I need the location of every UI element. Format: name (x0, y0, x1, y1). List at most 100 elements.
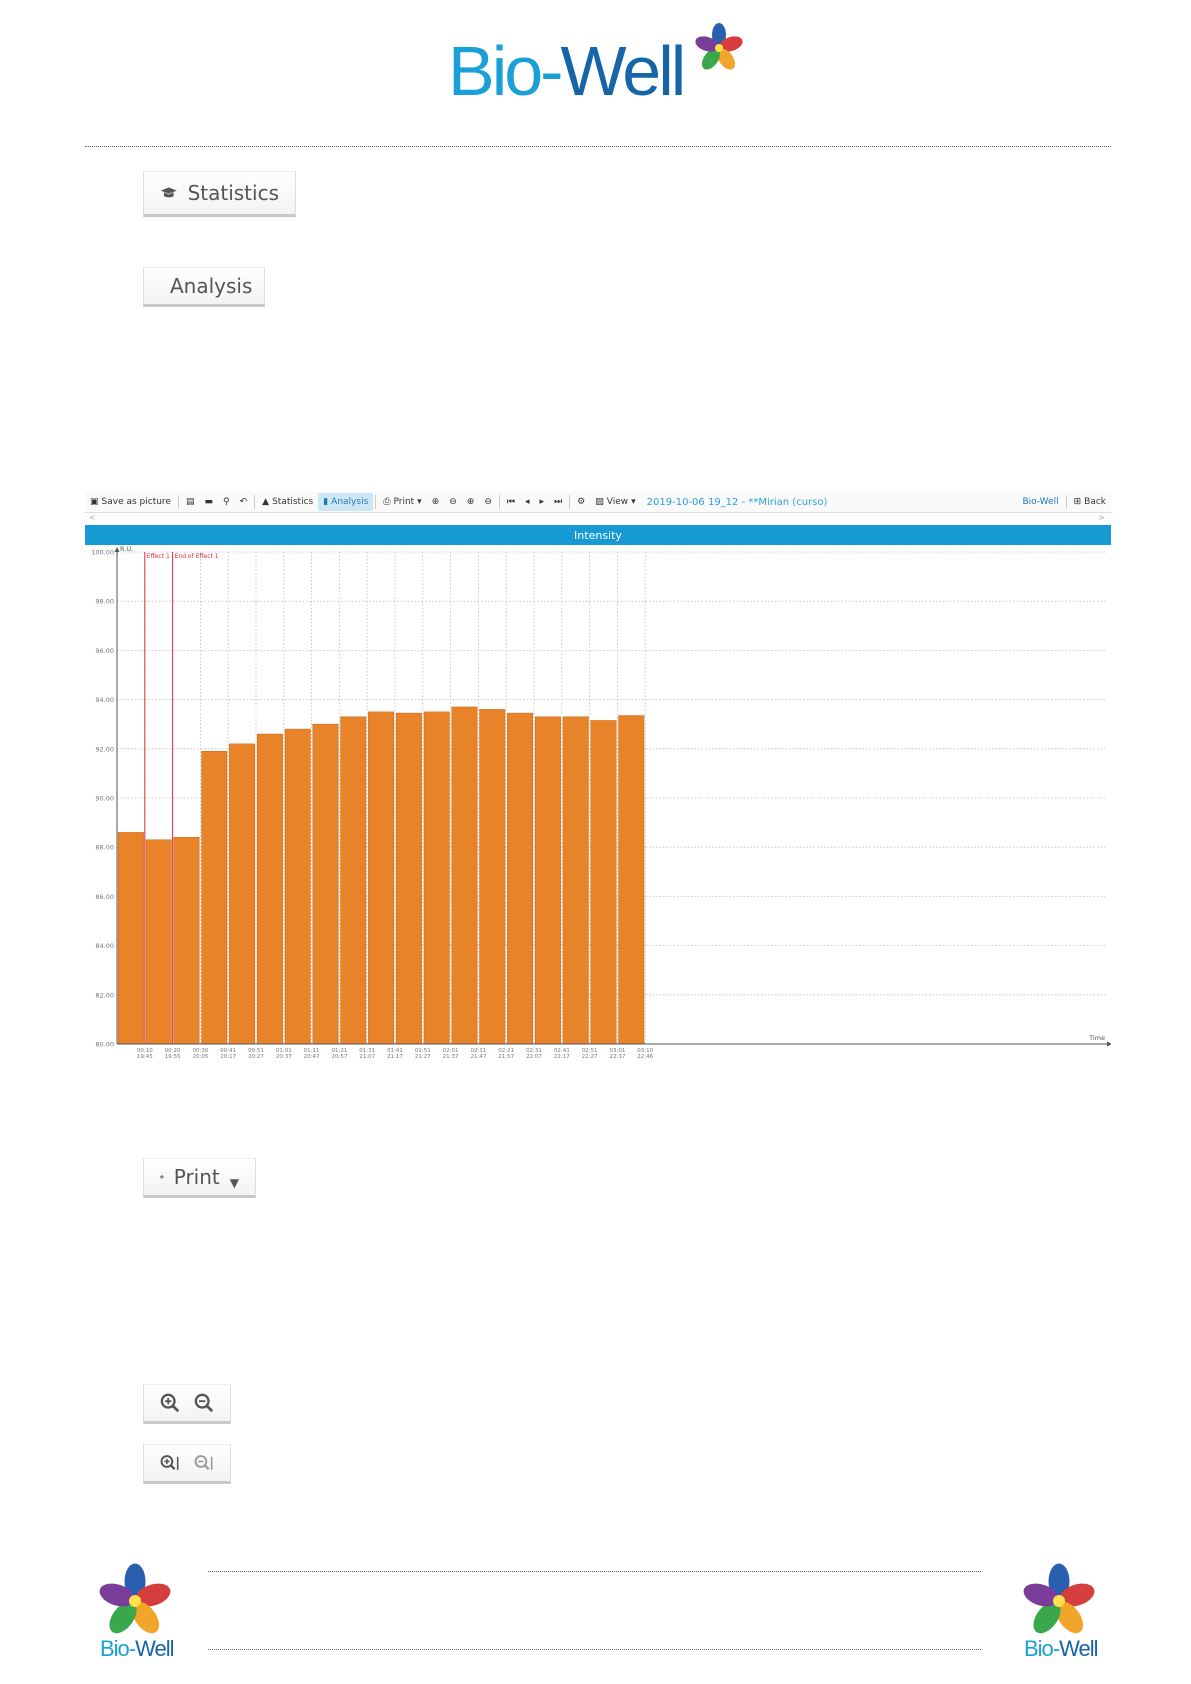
toolbar-separator (498, 495, 500, 509)
x-tick-label: 19:45 (137, 1054, 153, 1060)
y-tick-label: 90.00 (95, 795, 114, 803)
intensity-chart: 80.00 82.00 84.00 86.00 88.00 90.00 92.00 94.00… (91, 546, 1111, 1060)
zoom-out-vertical-button[interactable]: ⊖ (479, 493, 497, 511)
next-button[interactable]: ▸ (535, 493, 550, 511)
comment-button[interactable]: ▬ (199, 493, 218, 511)
footer-well-left: Well (135, 1636, 174, 1661)
x-tick-label: 02:51 (582, 1048, 598, 1054)
toolbar-separator (375, 495, 377, 509)
x-tick-label: 00:30 (192, 1048, 208, 1054)
footer-divider-bottom (208, 1649, 981, 1650)
previous-button[interactable]: ◂ (520, 493, 535, 511)
x-tick-label: 01:51 (415, 1048, 431, 1054)
toolbar-analysis-button[interactable]: ▮ Analysis (318, 493, 374, 511)
x-tick-label: 22:46 (637, 1054, 653, 1060)
x-tick-label: 01:21 (331, 1048, 347, 1054)
scroll-right-arrow[interactable]: > (1098, 513, 1105, 522)
x-tick-label: 00:51 (248, 1048, 264, 1054)
y-tick-label: 96.00 (95, 647, 114, 655)
toolbar-right: Bio-Well ⊞ Back (1017, 493, 1111, 511)
logo-wordmark: Bio-Well (448, 36, 686, 106)
bar (534, 716, 561, 1045)
y-tick-label: 92.00 (95, 745, 114, 753)
y-tick-label: 98.00 (95, 598, 114, 606)
zoom-out-vertical-icon[interactable] (194, 1452, 214, 1474)
footer-bio-right: Bio- (1024, 1636, 1060, 1661)
x-tick-label: 21:37 (443, 1054, 459, 1060)
x-tick-label: 21:57 (498, 1054, 514, 1060)
view-label: View (606, 497, 629, 507)
printer-icon (160, 1175, 164, 1179)
undo-button[interactable]: ↶ (235, 493, 253, 511)
y-axis-arrow (114, 547, 120, 552)
save-icon: ▤ (185, 497, 195, 507)
view-button[interactable]: ▨ View ▾ (590, 493, 640, 511)
bar (229, 743, 256, 1045)
zoom-in-vertical-icon[interactable] (160, 1452, 180, 1474)
flower-logo-icon (695, 23, 743, 70)
y-tick-label: 94.00 (95, 696, 114, 704)
toolbar-separator (1065, 495, 1067, 509)
zoom-in-button[interactable]: ⊕ (427, 493, 445, 511)
effect-marker-label: Effect 1 (147, 553, 170, 560)
settings-button[interactable]: ⚙ (572, 493, 590, 511)
statistics-button[interactable]: Statistics (143, 171, 296, 217)
bar (479, 709, 506, 1045)
x-tick-label: 22:37 (609, 1054, 625, 1060)
header-logo: Bio-Well (448, 22, 748, 122)
toolbar-analysis-label: Analysis (331, 497, 369, 507)
y-tick-label: 100.00 (91, 549, 114, 557)
back-label: Back (1084, 497, 1106, 507)
x-tick-label: 22:07 (526, 1054, 542, 1060)
logo-bio: Bio- (448, 32, 563, 110)
vertical-zoom-buttons (143, 1444, 231, 1484)
footer-logo-left: Bio-Well (92, 1562, 192, 1672)
x-tick-label: 21:47 (470, 1054, 486, 1060)
zoom-in-icon[interactable] (160, 1392, 180, 1414)
toolbar-statistics-button[interactable]: ▲ Statistics (257, 493, 318, 511)
first-button[interactable]: ⏮ (502, 493, 520, 511)
analysis-label: Analysis (170, 274, 253, 298)
x-tick-label: 22:27 (582, 1054, 598, 1060)
last-icon: ⏭ (554, 497, 563, 507)
flower-logo-icon (99, 1563, 171, 1634)
previous-icon: ◂ (525, 497, 530, 507)
zoom-out-icon[interactable] (194, 1392, 214, 1414)
bar (312, 723, 339, 1045)
x-tick-label: 20:05 (192, 1054, 208, 1060)
analysis-button[interactable]: Analysis (143, 267, 265, 307)
bar (145, 839, 172, 1045)
zoom-buttons (143, 1384, 231, 1424)
zoom-in-vertical-button[interactable]: ⊕ (462, 493, 480, 511)
footer-wordmark-right: Bio-Well (1024, 1636, 1099, 1662)
zoom-out-button[interactable]: ⊖ (444, 493, 462, 511)
bar-chart-icon: ▮ (323, 497, 329, 507)
filter-button[interactable]: ⚲ (218, 493, 235, 511)
x-tick-label: 02:11 (470, 1048, 486, 1054)
x-tick-label: 01:01 (276, 1048, 292, 1054)
toolbar-print-button[interactable]: ⎙ Print ▾ (378, 493, 426, 511)
toolbar-separator (254, 495, 256, 509)
header-divider (85, 146, 1111, 147)
picture-icon: ▣ (90, 497, 99, 507)
save-button[interactable]: ▤ (181, 493, 200, 511)
footer-well-right: Well (1059, 1636, 1098, 1661)
print-button[interactable]: Print ▼ (143, 1158, 256, 1198)
scroll-left-arrow[interactable]: < (89, 513, 96, 522)
horizontal-scrollbar[interactable]: < > (85, 513, 1111, 523)
chevron-down-icon: ▾ (417, 497, 422, 507)
bar (368, 711, 395, 1045)
x-tick-label: 02:31 (526, 1048, 542, 1054)
filter-icon: ⚲ (223, 497, 230, 507)
save-as-picture-button[interactable]: ▣ Save as picture (85, 493, 176, 511)
toolbar-separator (569, 495, 571, 509)
back-button[interactable]: ⊞ Back (1069, 493, 1111, 511)
last-button[interactable]: ⏭ (549, 493, 567, 511)
graduation-cap-icon (160, 187, 177, 198)
print-label: Print (173, 1165, 220, 1189)
y-tick-label: 88.00 (95, 844, 114, 852)
effect-marker-label: End of Effect 1 (175, 553, 219, 560)
y-tick-label: 84.00 (95, 942, 114, 950)
view-icon: ▨ (595, 497, 604, 507)
x-tick-label: 01:41 (387, 1048, 403, 1054)
